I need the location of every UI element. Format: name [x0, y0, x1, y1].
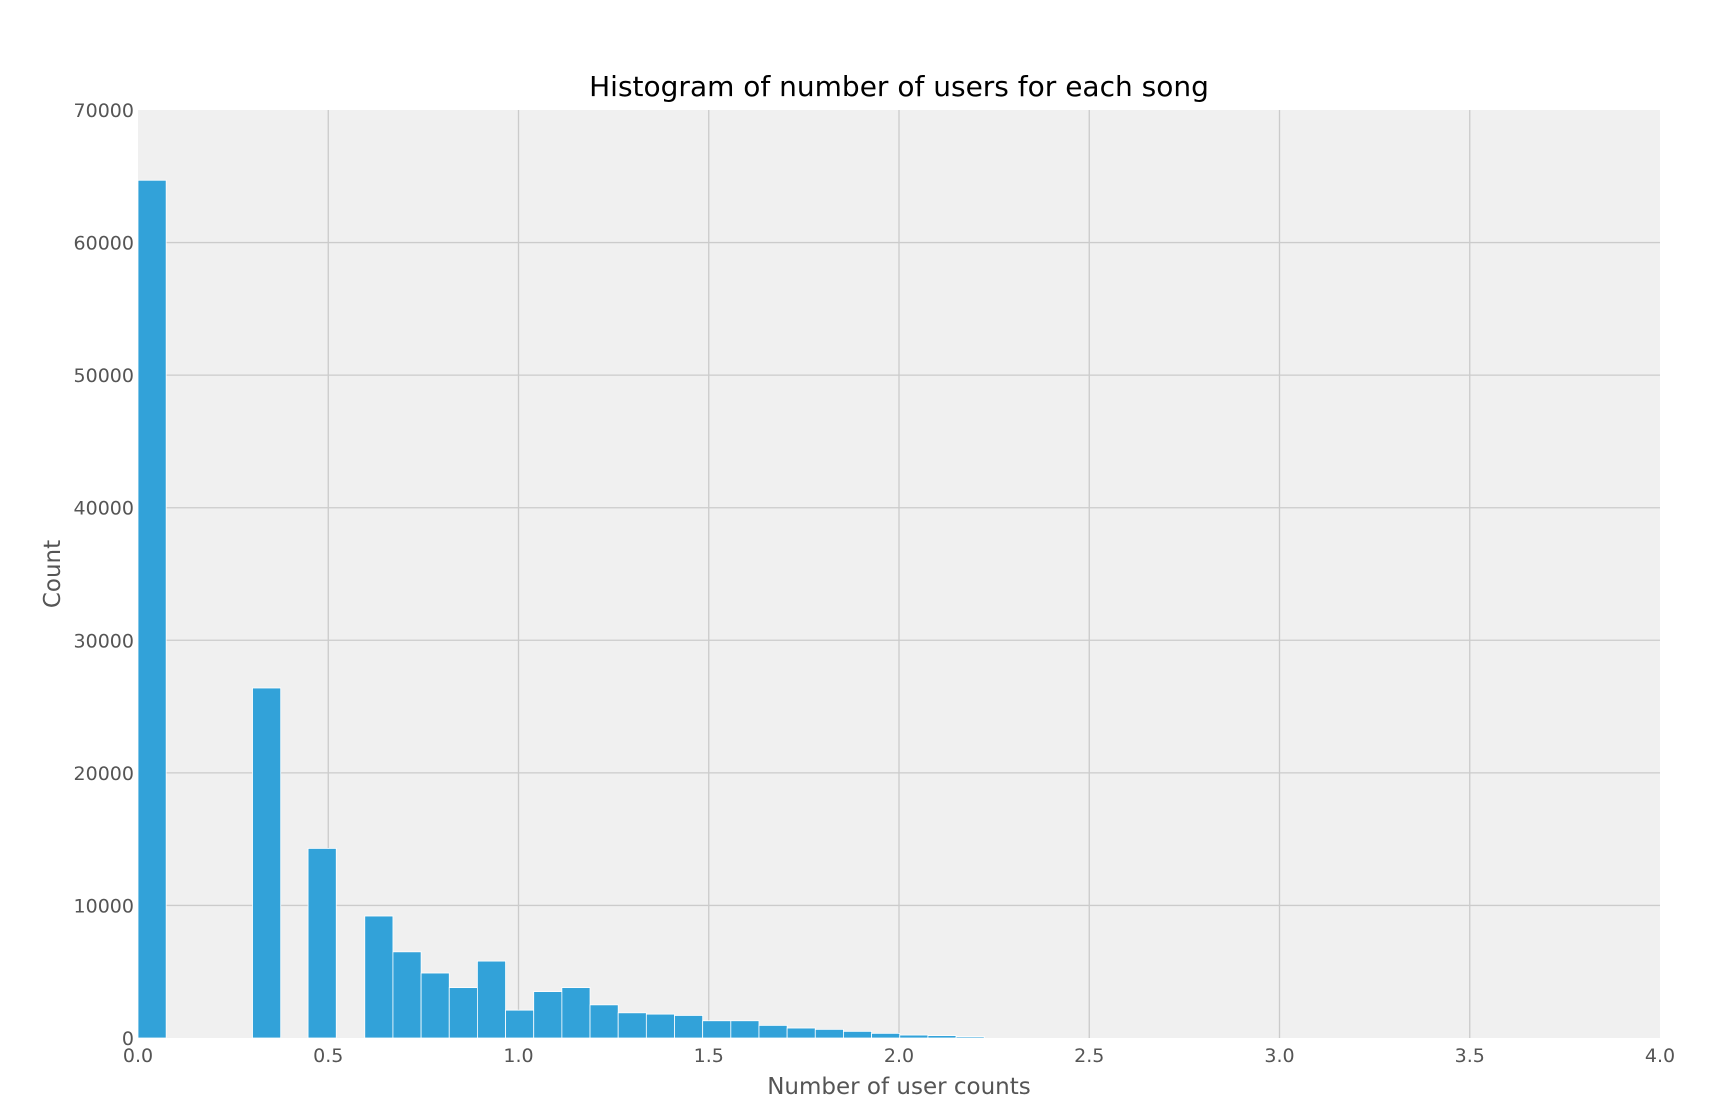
x-tick-label: 4.0: [1645, 1045, 1675, 1067]
histogram-bar: [927, 1035, 957, 1039]
histogram-bar: [871, 1032, 901, 1039]
histogram-bar: [589, 1004, 619, 1039]
tick-layer: 0.0 0.5 1.0 1.5 2.0 2.5 3.0 3.5 4.0 0 10000 20000 30…: [74, 100, 1676, 1067]
x-tick-label: 3.0: [1264, 1045, 1294, 1067]
x-tick-label: 1.0: [503, 1045, 533, 1067]
histogram-bar: [955, 1036, 985, 1039]
y-tick-label: 20000: [74, 763, 134, 785]
histogram-bar: [364, 915, 394, 1039]
histogram-bar: [448, 987, 478, 1039]
histogram-bar: [533, 991, 563, 1039]
y-tick-label: 0: [122, 1028, 134, 1050]
histogram-bar: [899, 1034, 929, 1039]
y-tick-label: 10000: [74, 895, 134, 917]
grid-layer: [138, 110, 1660, 1038]
histogram-bar: [843, 1030, 873, 1039]
y-tick-label: 30000: [74, 630, 134, 652]
histogram-bar: [645, 1013, 675, 1039]
histogram-bar: [420, 972, 450, 1039]
histogram-bar: [617, 1012, 647, 1039]
histogram-bar: [786, 1027, 816, 1039]
histogram-bar: [392, 951, 422, 1039]
histogram-bar: [252, 687, 282, 1039]
x-tick-label: 1.5: [694, 1045, 724, 1067]
x-tick-label: 2.0: [884, 1045, 914, 1067]
histogram-bar: [561, 987, 591, 1039]
histogram-bar: [702, 1020, 732, 1039]
y-tick-label: 70000: [74, 100, 134, 122]
x-tick-label: 2.5: [1074, 1045, 1104, 1067]
y-tick-label: 60000: [74, 233, 134, 255]
histogram-bar: [137, 179, 167, 1039]
histogram-bar: [814, 1028, 844, 1039]
y-axis-label: Count: [40, 540, 66, 608]
x-tick-label: 0.0: [123, 1045, 153, 1067]
y-tick-label: 40000: [74, 498, 134, 520]
histogram-bar: [505, 1009, 535, 1039]
bar-layer: [137, 179, 985, 1039]
histogram-bar: [758, 1025, 788, 1039]
histogram-bar: [477, 960, 506, 1039]
x-tick-label: 3.5: [1455, 1045, 1485, 1067]
x-axis-label: Number of user counts: [767, 1074, 1031, 1100]
histogram-bar: [730, 1020, 760, 1039]
histogram-bar: [674, 1015, 704, 1039]
histogram-bar: [307, 848, 337, 1039]
x-tick-label: 0.5: [313, 1045, 343, 1067]
y-tick-label: 50000: [74, 365, 134, 387]
chart-title: Histogram of number of users for each so…: [589, 70, 1209, 103]
